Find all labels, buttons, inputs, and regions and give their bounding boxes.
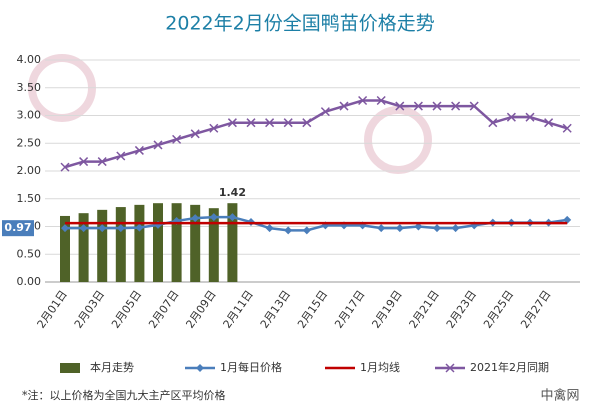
point (153, 140, 163, 150)
point (562, 123, 572, 133)
bar (208, 208, 219, 282)
point (395, 224, 404, 233)
data-label: 0.97 (4, 221, 31, 234)
point (284, 226, 293, 235)
point (451, 101, 461, 111)
point (395, 101, 405, 111)
footnote: *注：以上价格为全国九大主产区平均价格 (22, 388, 226, 402)
legend-label: 1月每日价格 (220, 360, 282, 374)
legend-swatch (445, 363, 455, 373)
legend-swatch (196, 364, 204, 372)
point (432, 101, 442, 111)
y-tick-label: 3.00 (17, 109, 42, 122)
point (209, 123, 219, 133)
point (79, 224, 88, 233)
point (265, 118, 275, 128)
line (64, 99, 568, 169)
bar (171, 203, 182, 282)
watermark: 中禽网 (540, 388, 579, 404)
point (339, 101, 349, 111)
legend-label: 1月均线 (360, 360, 400, 374)
x-tick-label: 2月19日 (369, 288, 404, 331)
point (135, 223, 144, 232)
point (376, 95, 386, 106)
x-tick-label: 2月09日 (183, 288, 218, 331)
point (97, 157, 107, 167)
x-tick-label: 2月15日 (295, 288, 330, 331)
point (134, 145, 144, 155)
y-tick-label: 0.00 (17, 275, 42, 288)
point (414, 222, 423, 231)
bar (115, 207, 126, 282)
x-tick-label: 2月23日 (444, 288, 479, 331)
bar (78, 213, 89, 282)
x-tick-label: 2月03日 (72, 288, 107, 331)
point (525, 112, 535, 122)
y-tick-label: 3.50 (17, 81, 42, 94)
point (563, 215, 572, 224)
y-tick-label: 2.00 (17, 164, 42, 177)
x-tick-label: 2月25日 (481, 288, 516, 331)
point (283, 118, 293, 128)
legend-swatch (60, 363, 80, 373)
data-label: 1.42 (219, 186, 246, 199)
point (451, 224, 460, 233)
legend-label: 本月走势 (90, 360, 134, 374)
x-tick-label: 2月21日 (407, 288, 442, 331)
point (544, 118, 554, 128)
x-tick-label: 2月01日 (35, 288, 70, 331)
bar (60, 215, 70, 282)
point (209, 213, 218, 222)
y-tick-label: 1.50 (17, 192, 42, 205)
point (377, 224, 386, 233)
data-label-box (2, 220, 34, 237)
point (246, 118, 256, 128)
point (265, 224, 274, 233)
y-tick-label: 0.50 (17, 247, 42, 260)
point (60, 162, 70, 172)
chart-title: 2022年2月份全国鸭苗价格走势 (165, 13, 434, 35)
y-tick-label: 2.50 (17, 136, 42, 149)
point (190, 129, 200, 139)
point (79, 157, 89, 167)
y-tick-label: 4.00 (17, 53, 42, 66)
point (228, 213, 237, 222)
point (302, 118, 312, 128)
x-tick-label: 2月11日 (221, 288, 256, 331)
bar (134, 204, 145, 282)
point (413, 101, 423, 111)
point (116, 151, 126, 161)
watermark-logo (28, 54, 432, 174)
point (488, 118, 498, 128)
bar (190, 204, 201, 282)
point (172, 134, 182, 144)
point (302, 226, 311, 235)
bar (153, 203, 163, 282)
point (116, 224, 125, 233)
bar (97, 209, 108, 282)
point (191, 214, 200, 223)
point (469, 101, 479, 111)
point (227, 118, 237, 128)
x-tick-label: 2月07日 (146, 288, 181, 331)
x-tick-label: 2月13日 (258, 288, 293, 331)
legend-label: 2021年2月同期 (470, 360, 549, 374)
point (358, 95, 368, 106)
point (433, 224, 441, 233)
point (61, 224, 69, 233)
x-tick-label: 2月27日 (518, 288, 553, 331)
x-tick-label: 2月17日 (332, 288, 367, 331)
bar (227, 203, 238, 282)
point (320, 107, 330, 117)
point (98, 224, 107, 233)
x-tick-label: 2月05日 (109, 288, 144, 331)
point (506, 112, 516, 122)
